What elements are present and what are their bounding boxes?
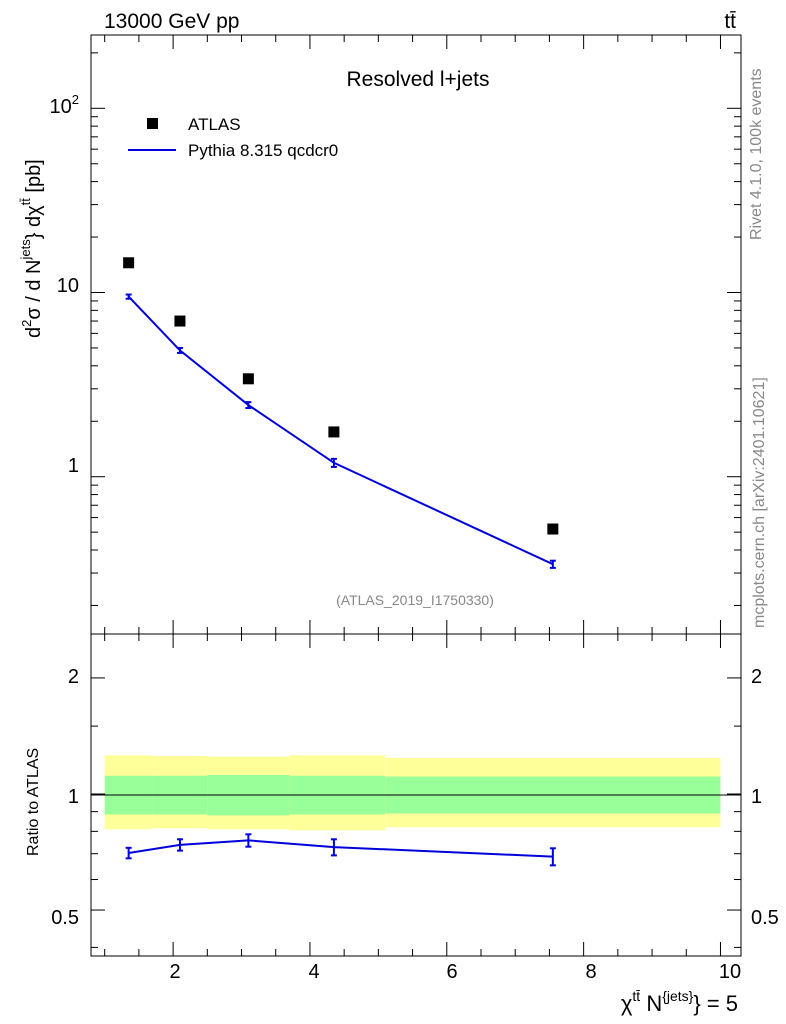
x-axis-title: χtt̄ N{jets}} = 5 [621,988,738,1016]
rivet-version-label: Rivet 4.1.0, 100k events [748,68,765,240]
x-tick-label-6: 6 [446,961,457,983]
process-label: tt̄ [724,10,736,33]
atlas-data-point [174,315,186,327]
x-tick-label-10: 10 [719,961,741,983]
legend-pythia-label: Pythia 8.315 qcdcr0 [188,141,338,160]
atlas-data-point [242,373,254,385]
legend-atlas-label: ATLAS [188,115,241,134]
source-label: mcplots.cern.ch [arXiv:2401.10621] [751,377,768,628]
atlas-markers [123,257,559,535]
energy-label: 13000 GeV pp [104,10,239,33]
legend-atlas-marker [147,118,158,129]
y-axis-title: d2σ / d Njets} dχtt̄ [pb] [18,159,45,338]
x-tick-label-8: 8 [585,961,596,983]
pythia-curve-main [125,293,556,569]
ratio-uncertainty-bands [104,755,721,831]
atlas-data-point [328,426,340,438]
ratio-tick-label-2: 2 [68,666,79,688]
axis-ticks [91,35,741,956]
y-tick-label-1: 1 [68,455,79,477]
x-tick-label-4: 4 [308,961,319,983]
tick-labels: 102 10 1 2 1 0.5 2 1 0.5 2 4 6 8 10 [50,92,779,983]
ratio-tick-label-0.5: 0.5 [51,907,79,929]
ratio-tick-label-right-1: 1 [751,786,762,808]
legend: ATLAS Pythia 8.315 qcdcr0 [128,115,338,160]
pythia-ratio-line [128,839,553,858]
svg-text:d2σ / d Njets} dχtt̄ [pb]: d2σ / d Njets} dχtt̄ [pb] [18,159,45,338]
pythia-curve-ratio [125,833,556,867]
ratio-tick-label-1: 1 [68,786,79,808]
pythia-line [127,295,554,566]
y-tick-label-10: 10 [57,275,79,297]
ratio-axis-title: Ratio to ATLAS [25,748,42,856]
ratio-tick-label-right-0.5: 0.5 [751,907,779,929]
atlas-data-point [547,523,559,535]
analysis-label: (ATLAS_2019_I1750330) [336,592,494,608]
y-tick-label-100: 102 [50,92,79,118]
ratio-tick-label-right-2: 2 [751,666,762,688]
chart-title: Resolved l+jets [347,68,490,91]
atlas-data-point [123,257,135,269]
x-tick-label-2: 2 [169,961,180,983]
